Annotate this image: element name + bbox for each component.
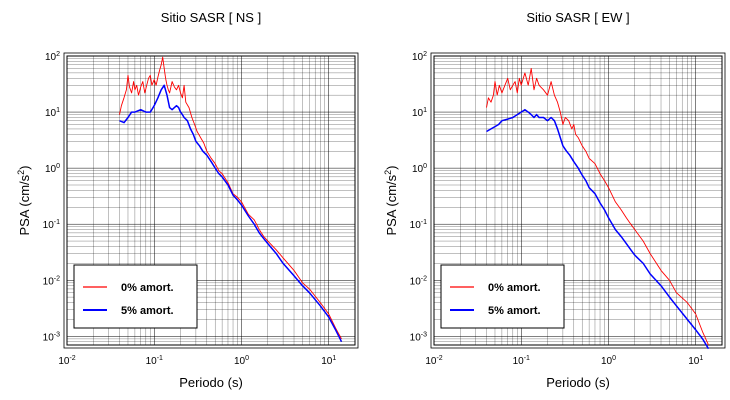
y-tick-label: 101: [412, 107, 427, 119]
chart-title: Sitio SASR [ EW ]: [526, 10, 629, 25]
legend-label: 0% amort.: [488, 282, 541, 294]
chart-title: Sitio SASR [ NS ]: [161, 10, 261, 25]
series-line-undamped: [119, 56, 342, 340]
x-axis-label: Periodo (s): [179, 375, 243, 390]
series-line-damped: [486, 108, 710, 350]
grid: [66, 55, 356, 346]
y-tick-label: 100: [45, 163, 60, 175]
legend: 0% amort. 5% amort.: [73, 264, 198, 329]
x-tick-label: 101: [688, 355, 703, 367]
y-tick-label: 10-2: [410, 275, 427, 287]
x-tick-label: 10-1: [513, 355, 530, 367]
chart-panel-2: Sitio SASR [ EW ] 10-2 10-1 100 101 10-3 10-2 1…: [383, 10, 726, 390]
legend-label: 5% amort.: [121, 305, 174, 317]
y-tick-label: 10-3: [43, 331, 60, 343]
legend-box: [73, 264, 198, 329]
chart-panel-1: Sitio SASR [ NS ] 10-2 10-1 100 101 10-3 10-2 1…: [16, 10, 359, 390]
plot-frame-outer: [430, 52, 726, 349]
plot-frame-outer: [63, 52, 359, 349]
y-tick-label: 10-3: [410, 331, 427, 343]
x-tick-label: 100: [601, 355, 616, 367]
y-tick-label: 10-1: [410, 219, 427, 231]
y-tick-label: 101: [45, 107, 60, 119]
y-axis-label: PSA (cm/s2): [16, 165, 32, 235]
grid: [433, 55, 723, 346]
y-tick-label: 102: [45, 51, 60, 63]
y-tick-label: 100: [412, 163, 427, 175]
legend-label: 0% amort.: [121, 282, 174, 294]
y-axis-label: PSA (cm/s2): [383, 165, 399, 235]
series-line-undamped: [486, 67, 709, 346]
x-tick-label: 10-2: [58, 355, 75, 367]
plot-frame: [66, 55, 356, 346]
x-axis-label: Periodo (s): [546, 375, 610, 390]
legend: 0% amort. 5% amort.: [440, 264, 565, 329]
x-tick-label: 100: [234, 355, 249, 367]
y-tick-label: 10-1: [43, 219, 60, 231]
x-tick-label: 10-1: [146, 355, 163, 367]
x-tick-label: 101: [321, 355, 336, 367]
plot-frame: [433, 55, 723, 346]
x-tick-label: 10-2: [425, 355, 442, 367]
y-tick-label: 102: [412, 51, 427, 63]
legend-box: [440, 264, 565, 329]
series-line-damped: [119, 84, 343, 343]
legend-label: 5% amort.: [488, 305, 541, 317]
y-tick-label: 10-2: [43, 275, 60, 287]
